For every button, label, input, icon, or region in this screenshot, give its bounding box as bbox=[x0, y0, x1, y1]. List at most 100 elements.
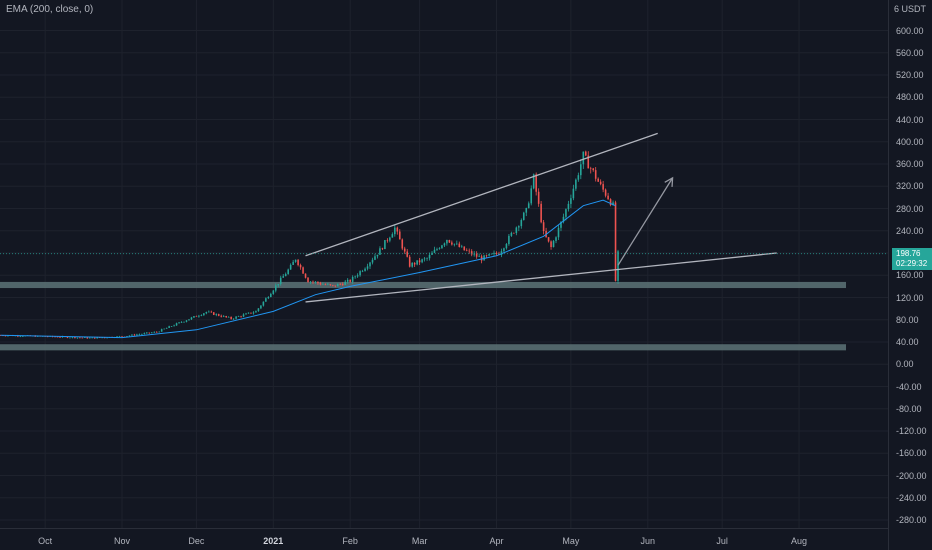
drawn-trendlines bbox=[0, 132, 888, 303]
candle-body bbox=[131, 334, 133, 336]
time-axis[interactable] bbox=[0, 528, 888, 550]
candle-body bbox=[396, 227, 399, 232]
candle-body bbox=[604, 189, 607, 196]
candle-body bbox=[401, 239, 404, 249]
candle-body bbox=[518, 226, 520, 228]
time-tick-label: Jul bbox=[716, 536, 728, 546]
price-tick-label: 160.00 bbox=[896, 270, 924, 281]
candle-body bbox=[488, 254, 490, 256]
candle-body bbox=[270, 293, 272, 298]
projection-arrow bbox=[617, 177, 674, 266]
candle-body bbox=[294, 259, 297, 262]
candle-body bbox=[490, 253, 493, 255]
candle-body bbox=[495, 252, 498, 254]
candle-body bbox=[334, 285, 337, 287]
candle-body bbox=[185, 320, 188, 322]
candle-body bbox=[230, 317, 232, 319]
candle-body bbox=[250, 312, 252, 314]
candle-body bbox=[570, 198, 572, 204]
candle-body bbox=[597, 178, 599, 182]
candle-body bbox=[530, 188, 533, 204]
candle-body bbox=[510, 232, 513, 236]
candle-body bbox=[408, 256, 411, 267]
price-chart[interactable] bbox=[0, 0, 888, 528]
candle-body bbox=[468, 250, 471, 252]
candle-body bbox=[242, 314, 245, 317]
candle-body bbox=[101, 337, 103, 339]
price-tick-label: 320.00 bbox=[896, 181, 924, 192]
candle-body bbox=[106, 337, 108, 339]
candle-body bbox=[366, 266, 369, 269]
candle-body bbox=[141, 334, 143, 335]
candle-body bbox=[522, 212, 525, 221]
ema-line bbox=[0, 199, 616, 339]
price-tick-label: -160.00 bbox=[896, 448, 927, 459]
candle-body bbox=[205, 311, 208, 314]
candle-body bbox=[148, 332, 151, 334]
candle-body bbox=[317, 281, 319, 284]
time-tick-label: Aug bbox=[791, 536, 808, 546]
candle-body bbox=[220, 315, 223, 317]
candle-body bbox=[456, 243, 458, 245]
candle-body bbox=[284, 274, 287, 277]
candle-body bbox=[208, 311, 210, 313]
candle-body bbox=[71, 337, 74, 338]
candle-body bbox=[170, 326, 173, 327]
candle-body bbox=[441, 245, 443, 249]
price-tick-label: 520.00 bbox=[896, 70, 924, 80]
price-tick-label: -280.00 bbox=[896, 515, 927, 525]
candle-body bbox=[265, 298, 267, 302]
candle-body bbox=[547, 237, 550, 242]
price-tick-label: 0.00 bbox=[896, 359, 914, 370]
candle-body bbox=[287, 269, 289, 275]
candle-body bbox=[413, 262, 416, 265]
time-tick-label: Oct bbox=[38, 536, 53, 546]
candle-body bbox=[98, 337, 101, 339]
candle-body bbox=[493, 252, 495, 254]
trendline bbox=[305, 132, 658, 257]
candle-body bbox=[389, 237, 391, 241]
price-tick-label: 400.00 bbox=[896, 136, 924, 147]
candle-body bbox=[500, 251, 503, 256]
candle-body bbox=[589, 168, 592, 169]
currency-label[interactable]: 6 USDT bbox=[894, 4, 927, 14]
candle-body bbox=[418, 260, 421, 263]
price-axis[interactable] bbox=[888, 0, 932, 550]
candle-body bbox=[532, 174, 535, 189]
candle-body bbox=[200, 315, 203, 316]
candle-body bbox=[560, 221, 562, 228]
candle-body bbox=[572, 188, 575, 199]
candle-body bbox=[515, 227, 518, 234]
time-tick-label: Dec bbox=[188, 536, 205, 546]
candle-body bbox=[84, 337, 86, 338]
candle-body bbox=[19, 336, 22, 337]
candle-body bbox=[433, 249, 436, 253]
candle-body bbox=[252, 312, 255, 314]
price-tick-label: 600.00 bbox=[896, 25, 924, 36]
candle-body bbox=[520, 220, 523, 227]
last-price-value: 198.76 bbox=[896, 249, 921, 258]
bar-countdown: 02:29:32 bbox=[896, 259, 928, 268]
candle-body bbox=[448, 239, 451, 243]
candle-body bbox=[329, 284, 332, 286]
candlesticks bbox=[0, 150, 619, 339]
candle-body bbox=[267, 297, 270, 299]
candle-body bbox=[403, 248, 406, 252]
candle-body bbox=[168, 326, 170, 328]
candle-body bbox=[540, 203, 542, 223]
candle-body bbox=[225, 316, 227, 318]
candle-body bbox=[314, 281, 317, 283]
candle-body bbox=[470, 251, 473, 255]
candle-body bbox=[210, 311, 213, 313]
price-tick-label: 120.00 bbox=[896, 292, 924, 303]
candle-body bbox=[582, 151, 585, 165]
candle-body bbox=[513, 232, 515, 234]
price-tick-label: 360.00 bbox=[896, 159, 924, 169]
price-tick-label: 240.00 bbox=[896, 225, 924, 236]
candle-body bbox=[361, 270, 364, 272]
indicator-legend[interactable]: EMA (200, close, 0) bbox=[6, 4, 94, 15]
candle-body bbox=[374, 256, 376, 260]
candle-body bbox=[79, 337, 81, 339]
candle-body bbox=[475, 253, 478, 257]
candle-body bbox=[126, 336, 128, 337]
